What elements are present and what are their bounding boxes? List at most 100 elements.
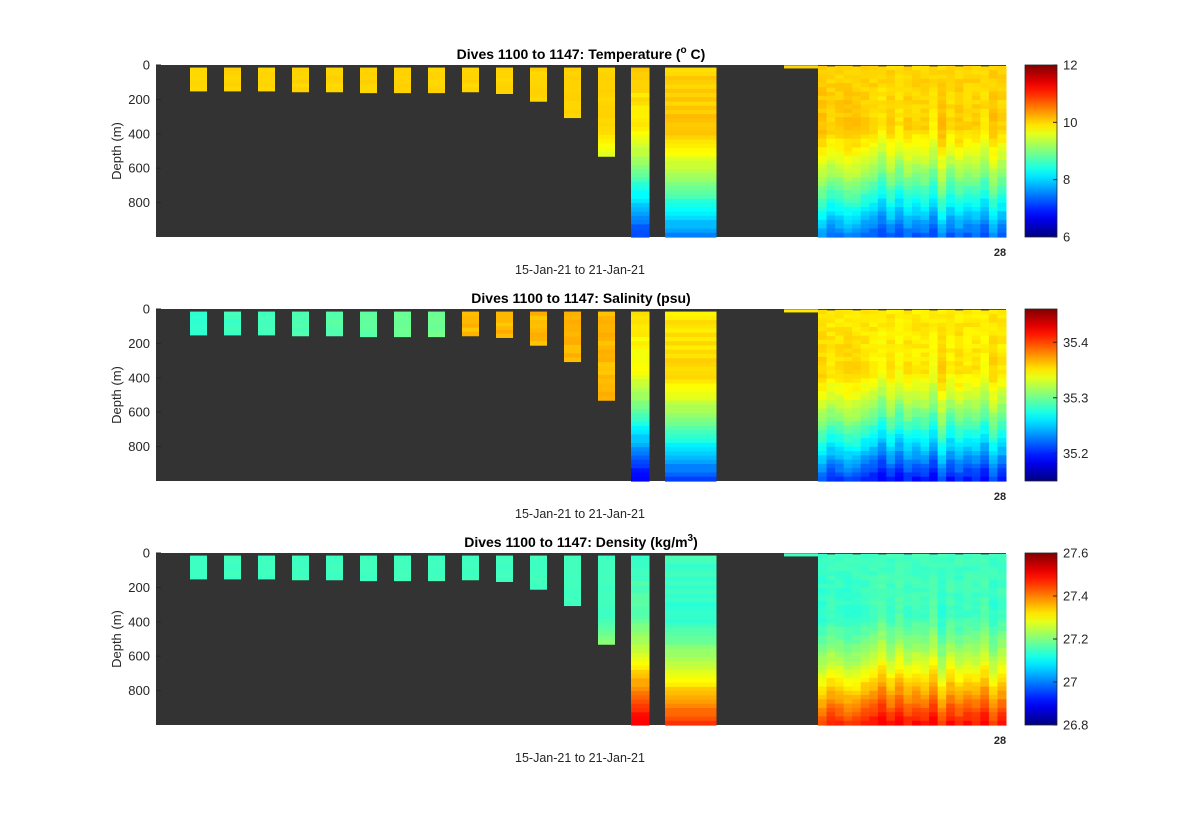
- dive-cell: [946, 82, 956, 88]
- dive-cell: [860, 232, 870, 238]
- dive-cell: [963, 416, 973, 422]
- dive-cell: [946, 369, 956, 375]
- dive-cell: [937, 626, 947, 632]
- dive-cell: [886, 365, 896, 371]
- dive-cell: [894, 472, 904, 478]
- dive-cell: [860, 677, 870, 683]
- dive-cell: [860, 352, 870, 358]
- dive-cell: [988, 596, 998, 602]
- dive-cell: [665, 336, 717, 342]
- dive-cell: [912, 566, 922, 572]
- dive-cell: [980, 70, 990, 76]
- dive-cell: [886, 117, 896, 123]
- dive-cell: [980, 618, 990, 624]
- dive-cell: [963, 215, 973, 221]
- dive-cell: [360, 88, 377, 94]
- dive-cell: [665, 678, 717, 684]
- dive-cell: [835, 189, 845, 195]
- dive-cell: [877, 207, 887, 213]
- dive-cell: [946, 682, 956, 688]
- dive-cell: [826, 468, 836, 474]
- dive-cell: [818, 459, 828, 465]
- dive-cell: [971, 609, 981, 615]
- dive-cell: [631, 708, 650, 713]
- dive-cell: [598, 320, 615, 325]
- dive-cell: [912, 677, 922, 683]
- dive-cell: [954, 181, 964, 187]
- dive-cell: [852, 592, 862, 598]
- dive-cell: [843, 151, 853, 157]
- dive-cell: [946, 374, 956, 379]
- dive-cell: [258, 571, 275, 576]
- dive-cell: [598, 76, 615, 81]
- dive-cell: [971, 232, 981, 238]
- dive-cell: [360, 311, 377, 317]
- dive-cell: [903, 652, 913, 658]
- dive-cell: [954, 126, 964, 131]
- dive-cell: [818, 117, 828, 123]
- dive-cell: [224, 71, 241, 76]
- dive-cell: [877, 476, 887, 482]
- dive-cell: [971, 558, 981, 564]
- dive-cell: [860, 309, 870, 315]
- dive-cell: [835, 155, 845, 161]
- dive-cell: [912, 622, 922, 628]
- dive-cell: [835, 168, 845, 174]
- dive-cell: [843, 382, 853, 388]
- dive-cell: [877, 323, 887, 329]
- dive-cell: [920, 716, 930, 722]
- dive-cell: [971, 322, 981, 328]
- dive-cell: [997, 382, 1007, 388]
- dive-cell: [963, 669, 973, 675]
- dive-cell: [818, 104, 828, 110]
- dive-cell: [954, 648, 964, 654]
- dive-cell: [980, 109, 990, 114]
- dive-cell: [920, 596, 930, 602]
- dive-cell: [326, 67, 343, 73]
- dive-cell: [826, 712, 836, 718]
- dive-cell: [903, 472, 913, 478]
- dive-cell: [665, 148, 717, 153]
- dive-cell: [665, 619, 717, 624]
- dive-cell: [997, 374, 1007, 379]
- dive-cell: [860, 335, 870, 341]
- dive-cell: [997, 314, 1007, 320]
- dive-cell: [988, 108, 998, 114]
- dive-cell: [860, 87, 870, 93]
- dive-cell: [903, 614, 913, 619]
- dive-cell: [530, 576, 547, 582]
- dive-cell: [869, 138, 879, 144]
- dive-cell: [860, 562, 870, 568]
- dive-cell: [631, 597, 650, 603]
- surface-sliver: [784, 309, 818, 313]
- dive-cell: [818, 707, 828, 713]
- dive-cell: [860, 425, 870, 431]
- dive-cell: [954, 323, 964, 329]
- dive-cell: [980, 134, 990, 140]
- dive-cell: [980, 147, 990, 153]
- dive-cell: [665, 589, 717, 595]
- dive-cell: [920, 455, 930, 461]
- dive-cell: [963, 142, 973, 148]
- dive-cell: [937, 707, 947, 713]
- dive-cell: [954, 463, 964, 469]
- dive-cell: [631, 311, 650, 317]
- dive-cell: [835, 215, 845, 221]
- dive-cell: [843, 91, 853, 97]
- dive-cell: [929, 357, 939, 363]
- dive-cell: [937, 91, 947, 97]
- dive-cell: [980, 113, 990, 119]
- dive-cell: [988, 720, 998, 726]
- dive-cell: [946, 108, 956, 114]
- dive-cell: [835, 314, 845, 320]
- dive-cell: [835, 159, 845, 165]
- dive-cell: [292, 575, 309, 581]
- dive-cell: [258, 67, 275, 73]
- dive-cell: [971, 429, 981, 435]
- dive-cell: [946, 605, 956, 611]
- dive-cell: [920, 459, 930, 465]
- dive-cell: [988, 583, 998, 589]
- dive-cell: [530, 80, 547, 85]
- dive-cell: [980, 554, 990, 560]
- dive-cell: [869, 177, 879, 182]
